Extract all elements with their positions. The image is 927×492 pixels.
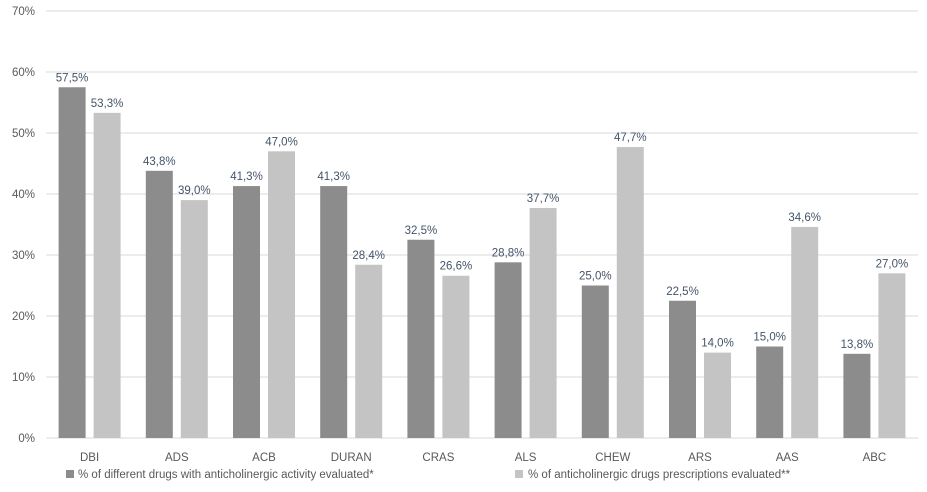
y-tick-label: 30% (12, 250, 35, 262)
y-tick-label: 20% (12, 311, 35, 323)
bar-series-2-chew (616, 147, 644, 438)
y-tick-label: 70% (12, 6, 35, 18)
y-tick-label: 40% (12, 189, 35, 201)
category-label-acb: ACB (252, 452, 276, 464)
bar-series-1-cras (407, 239, 435, 438)
data-label-series-1-abc: 13,8% (841, 339, 874, 351)
data-label-series-1-aas: 15,0% (753, 332, 786, 344)
category-label-chew: CHEW (595, 452, 630, 464)
bar-series-2-acb (268, 151, 295, 439)
data-label-series-2-als: 37,7% (527, 193, 560, 205)
bar-series-1-acb (233, 186, 260, 438)
category-label-cras: CRAS (422, 452, 454, 464)
data-label-series-2-chew: 47,7% (614, 132, 647, 144)
data-labels: 57,5% 53,3% 43,8% 39,0% 41,3% 47,0% 41,3% 28,4%… (56, 72, 908, 351)
category-label-aas: AAS (776, 452, 799, 464)
legend-label-series-2: % of anticholinergic drugs prescriptions… (528, 469, 791, 481)
y-tick-label: 0% (18, 433, 35, 445)
bar-series-1-ads (145, 170, 173, 438)
bar-series-1-chew (581, 285, 609, 438)
bar-series-2-aas (791, 226, 819, 438)
bar-series-2-duran (355, 264, 383, 438)
data-label-series-1-cras: 32,5% (405, 225, 438, 237)
category-label-duran: DURAN (331, 452, 372, 464)
y-axis-tick-labels: 0% 10% 20% 30% 40% 50% 60% 70% (12, 6, 35, 445)
category-label-ars: ARS (688, 452, 712, 464)
bar-series-1-ars (669, 300, 696, 438)
category-label-als: ALS (515, 452, 537, 464)
y-tick-label: 50% (12, 128, 35, 140)
bar-series-1-dbi (58, 87, 86, 438)
data-label-series-2-dbi: 53,3% (91, 98, 124, 110)
bars (58, 87, 906, 439)
data-label-series-2-ads: 39,0% (178, 185, 211, 197)
bar-series-1-abc (843, 353, 871, 438)
y-tick-label: 60% (12, 67, 35, 79)
data-label-series-1-als: 28,8% (492, 247, 525, 259)
legend-label-series-1: % of different drugs with anticholinergi… (78, 469, 374, 481)
data-label-series-1-duran: 41,3% (317, 171, 350, 183)
bar-series-2-abc (878, 273, 906, 438)
legend-swatch-series-2 (515, 470, 523, 478)
data-label-series-2-duran: 28,4% (352, 250, 385, 262)
bar-series-2-ads (180, 200, 208, 438)
data-label-series-1-ads: 43,8% (143, 156, 176, 168)
x-axis-category-labels: DBI ADS ACB DURAN CRAS ALS CHEW ARS AAS ABC (80, 452, 886, 464)
data-label-series-2-abc: 27,0% (876, 258, 909, 270)
data-label-series-2-cras: 26,6% (440, 261, 473, 273)
data-label-series-1-chew: 25,0% (579, 271, 612, 283)
category-label-abc: ABC (863, 452, 887, 464)
category-label-dbi: DBI (80, 452, 99, 464)
bar-series-2-dbi (93, 112, 121, 439)
data-label-series-1-acb: 41,3% (230, 171, 263, 183)
y-tick-label: 10% (12, 372, 35, 384)
bar-series-1-als (494, 262, 522, 438)
bar-series-1-aas (756, 346, 784, 438)
gridlines (46, 10, 918, 439)
legend: % of different drugs with anticholinergi… (66, 469, 791, 481)
data-label-series-1-dbi: 57,5% (56, 72, 89, 84)
data-label-series-2-ars: 14,0% (701, 338, 734, 350)
data-label-series-2-acb: 47,0% (265, 136, 298, 148)
bar-series-2-cras (442, 275, 470, 438)
data-label-series-2-aas: 34,6% (788, 212, 821, 224)
bar-series-2-als (529, 208, 557, 438)
legend-swatch-series-1 (66, 470, 74, 478)
bar-series-2-ars (704, 352, 731, 438)
data-label-series-1-ars: 22,5% (666, 286, 699, 298)
bar-series-1-duran (320, 186, 348, 438)
category-label-ads: ADS (165, 452, 189, 464)
